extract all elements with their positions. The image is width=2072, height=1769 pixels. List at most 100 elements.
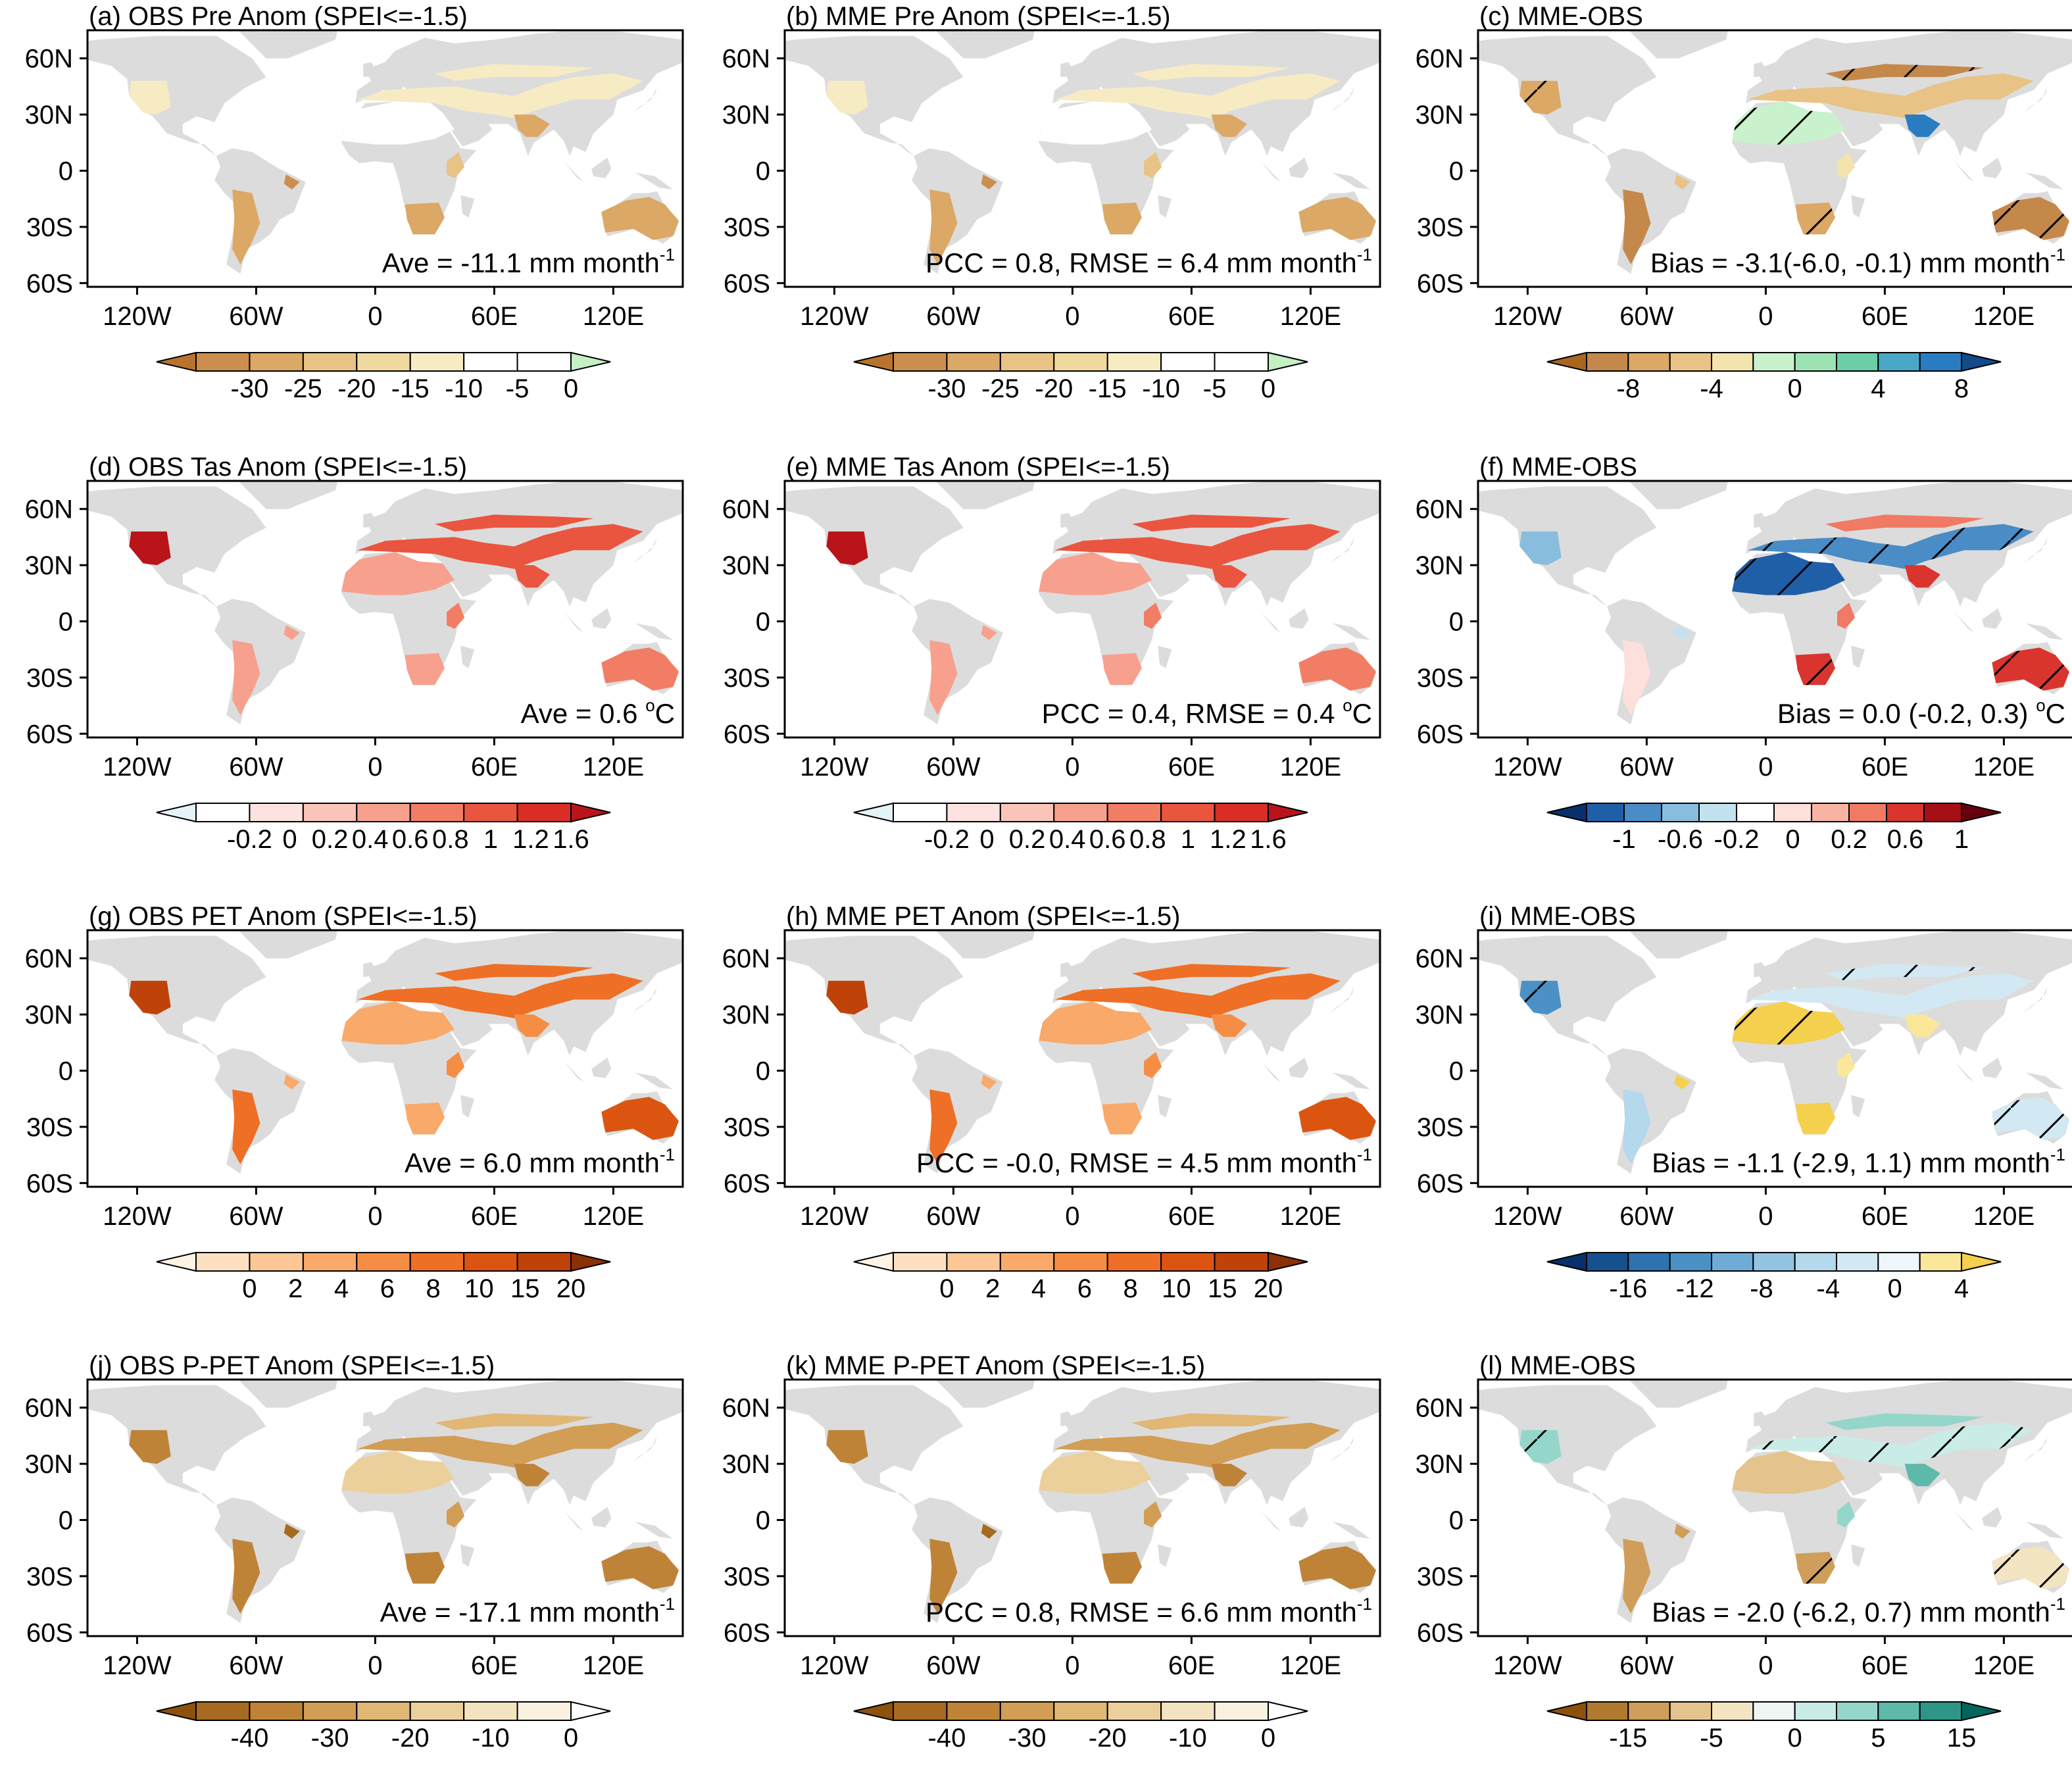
colorbar-cell (1546, 351, 1587, 372)
land-uk (1060, 512, 1077, 528)
colorbar-cell (1848, 803, 1887, 822)
x-tick-label: 0 (1758, 302, 1773, 331)
anomaly-region-eafr (1837, 1501, 1856, 1528)
anomaly-region-medasia (1054, 73, 1341, 118)
colorbar-label: -15 (1089, 374, 1127, 403)
x-tick-label: 60E (471, 302, 518, 331)
colorbar-label: 0.8 (432, 825, 469, 854)
colorbar-cell (1268, 351, 1308, 372)
anomaly-region-samn (1674, 1524, 1690, 1539)
colorbar-cell (1736, 803, 1775, 822)
anomaly-region-india (1904, 1014, 1940, 1037)
anomaly-region-wna (129, 80, 171, 115)
colorbar-label: 0.4 (1049, 825, 1086, 854)
land-newguinea (2025, 1072, 2063, 1089)
y-tick-label: 30S (26, 1113, 73, 1142)
y-tick-label: 30N (25, 1450, 73, 1479)
y-tick-label: 0 (756, 1507, 770, 1535)
map-frame (1477, 929, 2072, 1188)
colorbar: 0 2 4 6 8 10 15 20 (156, 1251, 611, 1303)
panel-i: (i) MME-OBS Bias = -1.1 (-2.9, 1.1) mm mo… (1416, 902, 2072, 1303)
colorbar-label: 1.6 (1250, 825, 1287, 854)
x-tick-label: 120W (1493, 1651, 1562, 1680)
land-uk (1754, 62, 1770, 78)
x-tick-label: 60E (1862, 302, 1908, 331)
land-madagascar (460, 645, 475, 668)
anomaly-region-samn (981, 625, 997, 640)
land-madagascar (1158, 1544, 1172, 1567)
land-newguinea (635, 1072, 673, 1089)
colorbar-label: 8 (1954, 374, 1969, 403)
colorbar-cell (1214, 1701, 1269, 1721)
anomaly-region-samn (981, 1074, 997, 1089)
anomaly-region-sam (1623, 1089, 1651, 1164)
land-borneo (1289, 608, 1309, 629)
land-uk (1060, 962, 1077, 978)
colorbar-label: -16 (1609, 1274, 1647, 1303)
x-tick-label: 120E (1973, 753, 2035, 782)
colorbar-label: 0.6 (1089, 825, 1126, 854)
anomaly-region-medasia (1054, 973, 1341, 1018)
colorbar-cell (946, 1701, 1001, 1721)
colorbar-cell (1961, 351, 2002, 372)
anomaly-region-eafr (447, 152, 465, 178)
x-tick-label: 60E (1168, 302, 1215, 331)
significance-hatch (1795, 202, 1835, 235)
land-eurasia (1052, 1380, 1380, 1505)
land-madagascar (1851, 645, 1865, 668)
x-tick-label: 0 (1758, 753, 1773, 782)
anomaly-region-india (514, 114, 550, 137)
colorbar-label: 15 (510, 1274, 540, 1303)
colorbar-label: -20 (1035, 374, 1073, 403)
x-tick-label: 120W (800, 1202, 869, 1231)
x-tick-label: 60E (1168, 753, 1215, 782)
anomaly-region-eurn (434, 514, 594, 532)
significance-hatch (1732, 1001, 1846, 1045)
land-greenland (935, 30, 1035, 59)
x-tick-label: 0 (1065, 753, 1079, 782)
colorbar-cell (1711, 1701, 1754, 1721)
colorbar-label: 0.2 (312, 825, 349, 854)
colorbar-cell (156, 351, 197, 372)
land-eurasia (355, 1380, 683, 1505)
colorbar-cell (1106, 1252, 1162, 1272)
colorbar-cell (1106, 1701, 1162, 1721)
y-tick-label: 60N (722, 495, 770, 524)
colorbar-cell (1160, 352, 1216, 372)
colorbar-cell (1106, 803, 1162, 822)
y-tick-label: 30N (1416, 1450, 1464, 1479)
colorbar-cell (1773, 803, 1812, 822)
map-area (87, 481, 683, 737)
colorbar-label: 1 (1181, 825, 1195, 854)
colorbar-label: -25 (981, 374, 1020, 403)
y-tick-label: 0 (59, 608, 73, 637)
colorbar: -1 -0.6 -0.2 0 0.2 0.6 1 (1546, 802, 2002, 854)
panel-stat: Bias = -1.1 (-2.9, 1.1) mm month-1 (1652, 1145, 2065, 1178)
panel-c: (c) MME-OBS Bias = -3.1(-6.0, -0.1) mm mo… (1416, 2, 2072, 403)
y-tick-label: 60S (724, 269, 770, 298)
y-tick-label: 60N (722, 45, 770, 74)
y-tick-label: 60N (1416, 945, 1464, 974)
colorbar-cell (1752, 1701, 1796, 1721)
anomaly-region-eafr (1837, 603, 1856, 629)
x-tick-label: 60E (471, 753, 518, 782)
map-frame (1477, 480, 2072, 739)
colorbar-cell (1669, 352, 1712, 372)
anomaly-region-aus (601, 1097, 679, 1140)
x-tick-label: 120E (1973, 1202, 2035, 1231)
panels-layer: (a) OBS Pre Anom (SPEI<=-1.5) Ave = -11.1… (25, 2, 2072, 1753)
colorbar-cell (516, 1701, 572, 1721)
y-tick-label: 0 (59, 1507, 73, 1535)
land-uk (363, 1411, 380, 1427)
significance-hatch (1519, 1430, 1562, 1464)
anomaly-region-india (1211, 565, 1247, 588)
panel-title: (d) OBS Tas Anom (SPEI<=-1.5) (89, 453, 467, 482)
x-tick-label: 60W (229, 753, 283, 782)
map-area (1478, 481, 2072, 737)
colorbar-label: -0.6 (1658, 825, 1703, 854)
significance-hatch (1795, 653, 1835, 685)
colorbar-label: 0 (979, 825, 994, 854)
land-newguinea (2025, 172, 2063, 189)
anomaly-region-nafr (341, 1451, 455, 1494)
colorbar: -0.2 0 0.2 0.4 0.6 0.8 1 1.2 1.6 (853, 802, 1308, 854)
